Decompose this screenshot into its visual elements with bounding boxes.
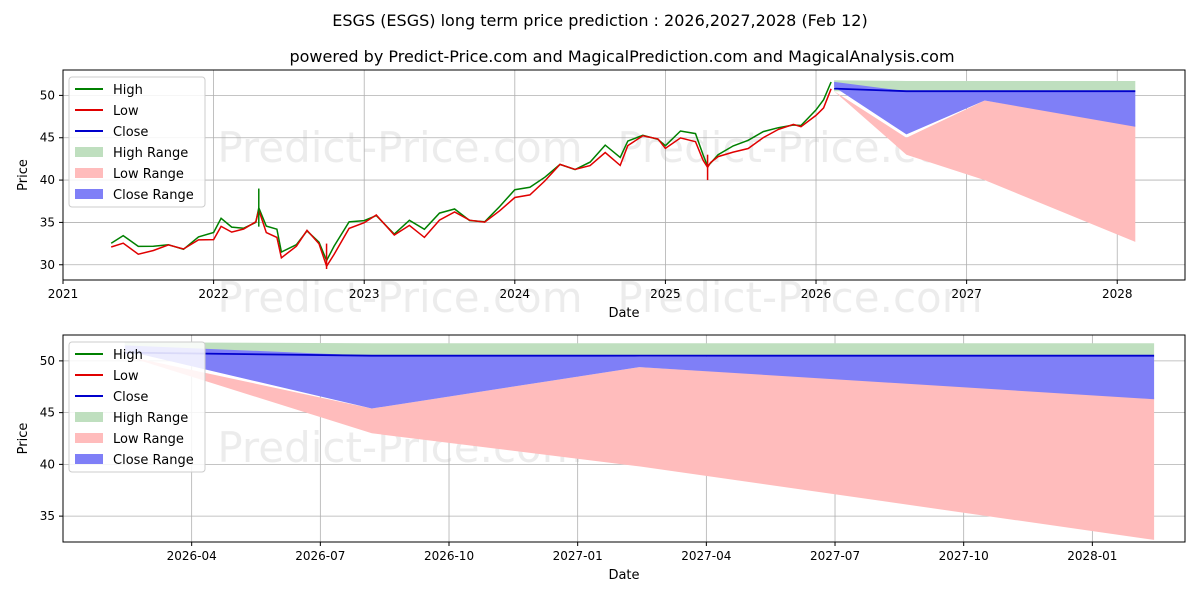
top-panel: Predict-Price.com Predict-Price.com Pred… bbox=[16, 69, 1186, 322]
bottom-legend-swatch-5 bbox=[75, 454, 103, 464]
bottom-close-range-band bbox=[124, 345, 1155, 409]
top-ytick-label-4: 50 bbox=[40, 88, 55, 102]
top-legend-label-3: High Range bbox=[113, 146, 188, 161]
bottom-legend-label-4: Low Range bbox=[113, 432, 184, 447]
top-legend-swatch-5 bbox=[75, 189, 103, 199]
top-xtick-label-4: 2025 bbox=[650, 287, 681, 301]
top-ytick-label-0: 30 bbox=[40, 258, 55, 272]
bottom-legend-swatch-3 bbox=[75, 412, 103, 422]
top-ytick-label-2: 40 bbox=[40, 173, 55, 187]
chart-subtitle: powered by Predict-Price.com and Magical… bbox=[289, 47, 954, 66]
bottom-close-line bbox=[124, 351, 1155, 357]
top-close-line bbox=[834, 87, 1136, 93]
top-legend-label-5: Close Range bbox=[113, 188, 194, 203]
chart-title: ESGS (ESGS) long term price prediction :… bbox=[332, 11, 867, 30]
top-legend: High Low Close High Range Low Range Close Ran… bbox=[68, 76, 206, 208]
top-watermark-text-3: Predict-Price.com bbox=[217, 273, 582, 322]
bottom-ytick-label-2: 45 bbox=[40, 406, 55, 420]
bottom-xtick-label-3: 2027-01 bbox=[553, 549, 603, 563]
top-watermark-text-1: Predict-Price.com bbox=[217, 123, 582, 172]
bottom-y-axis-label: Price bbox=[16, 423, 31, 455]
top-xtick-label-1: 2022 bbox=[198, 287, 229, 301]
bottom-xtick-label-7: 2028-01 bbox=[1067, 549, 1117, 563]
bottom-panel: Predict-Price.com Predict-Price.com 2026… bbox=[16, 334, 1186, 583]
top-xtick-label-3: 2024 bbox=[500, 287, 531, 301]
bottom-xtick-label-0: 2026-04 bbox=[167, 549, 217, 563]
bottom-legend-label-1: Low bbox=[113, 369, 139, 384]
bottom-ytick-label-3: 50 bbox=[40, 354, 55, 368]
bottom-xtick-label-4: 2027-04 bbox=[681, 549, 731, 563]
bottom-ytick-label-1: 40 bbox=[40, 457, 55, 471]
bottom-ytick-label-0: 35 bbox=[40, 509, 55, 523]
top-watermark-text-4: Predict-Price.com bbox=[617, 273, 982, 322]
top-axes-frame bbox=[62, 69, 1186, 281]
top-x-axis-label: Date bbox=[608, 306, 639, 321]
bottom-legend-label-2: Close bbox=[113, 390, 148, 405]
top-legend-swatch-4 bbox=[75, 168, 103, 178]
top-y-axis-label: Price bbox=[16, 159, 31, 191]
bottom-xtick-label-2: 2026-10 bbox=[424, 549, 474, 563]
bottom-xtick-label-6: 2027-10 bbox=[939, 549, 989, 563]
top-close-range-band bbox=[834, 81, 1136, 135]
top-xtick-label-0: 2021 bbox=[48, 287, 79, 301]
top-ytick-label-1: 35 bbox=[40, 215, 55, 229]
bottom-legend-label-3: High Range bbox=[113, 411, 188, 426]
bottom-high-range-band bbox=[124, 342, 1155, 356]
bottom-legend-label-0: High bbox=[113, 348, 143, 363]
top-low-line bbox=[110, 88, 832, 269]
top-xtick-label-2: 2023 bbox=[349, 287, 380, 301]
top-ytick-label-3: 45 bbox=[40, 131, 55, 145]
top-xtick-label-7: 2028 bbox=[1102, 287, 1133, 301]
top-legend-label-4: Low Range bbox=[113, 167, 184, 182]
bottom-axes-frame bbox=[62, 334, 1186, 543]
top-legend-label-0: High bbox=[113, 83, 143, 98]
bottom-legend-label-5: Close Range bbox=[113, 453, 194, 468]
top-legend-label-1: Low bbox=[113, 104, 139, 119]
bottom-x-axis-label: Date bbox=[608, 568, 639, 583]
top-legend-swatch-3 bbox=[75, 147, 103, 157]
top-low-range-band bbox=[834, 91, 1136, 242]
top-xtick-label-6: 2027 bbox=[951, 287, 982, 301]
bottom-legend-swatch-4 bbox=[75, 433, 103, 443]
top-plot-area bbox=[110, 80, 1136, 269]
top-high-range-band bbox=[834, 80, 1136, 92]
bottom-xtick-label-1: 2026-07 bbox=[295, 549, 345, 563]
bottom-xtick-label-5: 2027-07 bbox=[810, 549, 860, 563]
bottom-legend: High Low Close High Range Low Range Close Ran… bbox=[68, 341, 206, 473]
top-xtick-label-5: 2026 bbox=[801, 287, 832, 301]
top-legend-label-2: Close bbox=[113, 125, 148, 140]
bottom-plot-area bbox=[124, 342, 1155, 540]
bottom-low-range-band bbox=[124, 355, 1155, 540]
